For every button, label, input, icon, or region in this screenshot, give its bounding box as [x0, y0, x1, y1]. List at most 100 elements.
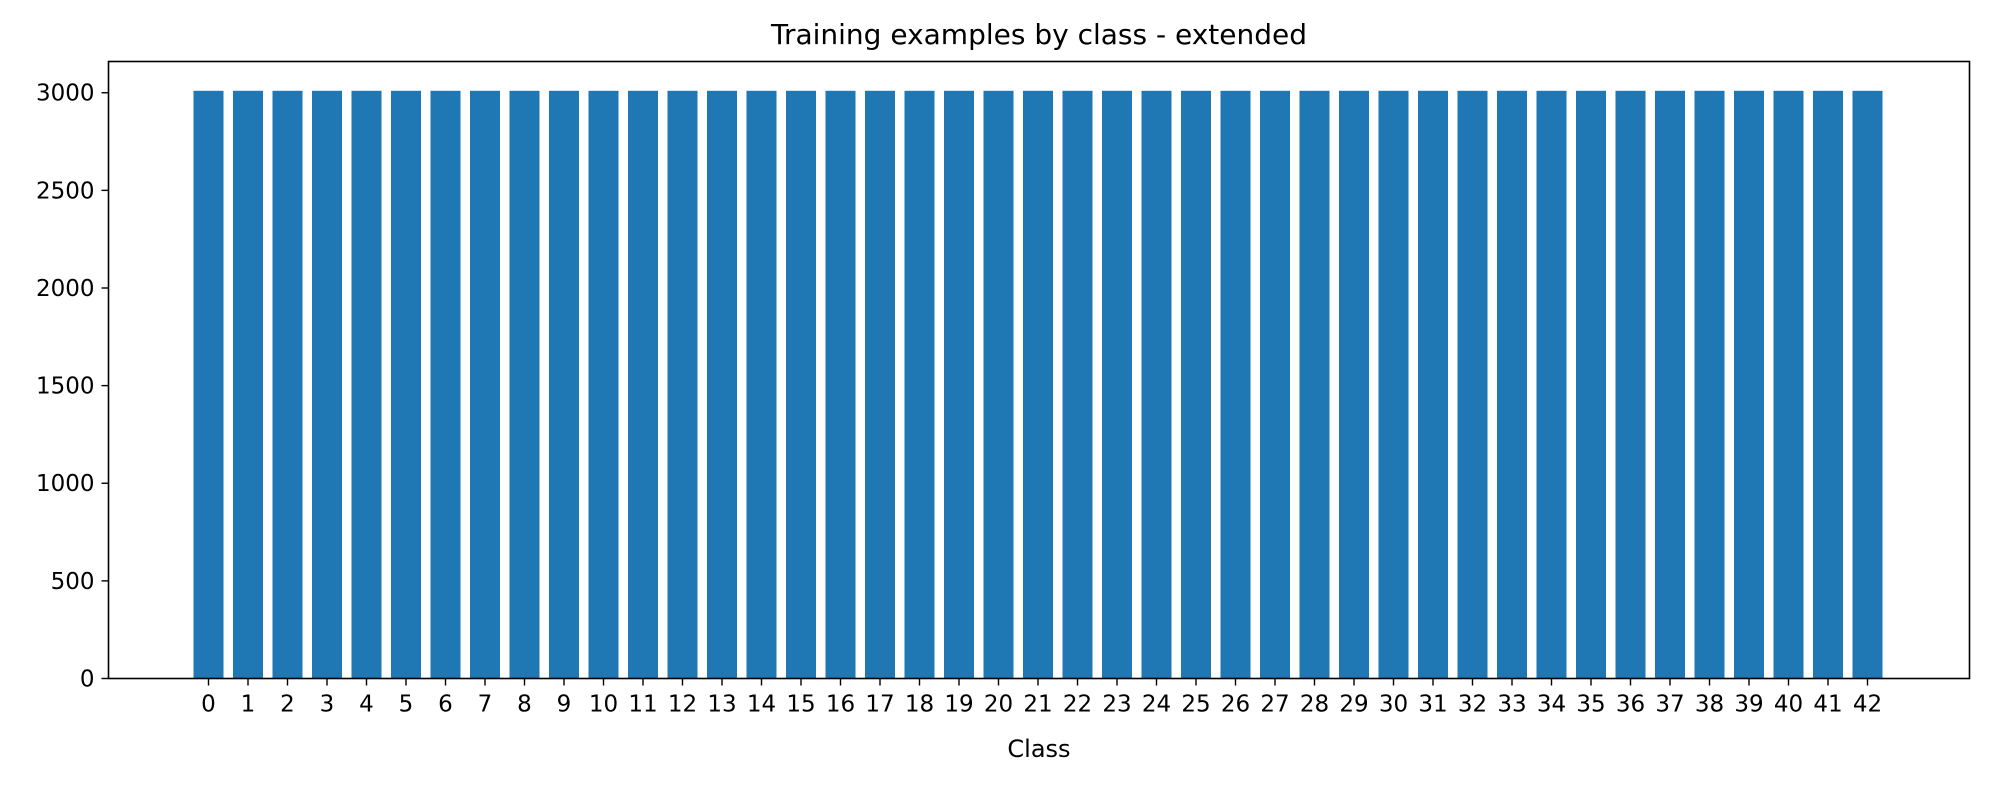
- x-tick-label: 30: [1379, 692, 1408, 718]
- bar-class-35: [1576, 90, 1606, 679]
- x-tick-label: 33: [1497, 692, 1526, 718]
- x-tick-label: 22: [1063, 692, 1092, 718]
- bar-class-9: [549, 90, 579, 679]
- y-tick-label: 0: [80, 667, 95, 693]
- x-tick-label: 16: [826, 692, 855, 718]
- bar-class-0: [193, 90, 224, 679]
- x-tick-label: 14: [747, 692, 776, 718]
- y-tick-label: 2000: [36, 276, 95, 302]
- bar-class-34: [1536, 90, 1567, 679]
- bar-class-15: [786, 90, 816, 679]
- x-tick-label: 21: [1023, 692, 1052, 718]
- x-tick-label: 36: [1616, 692, 1645, 718]
- x-tick-label: 2: [280, 692, 295, 718]
- bar-class-19: [944, 90, 974, 679]
- plot-frame: [107, 60, 1971, 680]
- bar-class-30: [1378, 90, 1409, 679]
- bar-class-31: [1418, 90, 1448, 679]
- x-tick-label: 31: [1418, 692, 1447, 718]
- bar-class-3: [312, 90, 342, 679]
- y-tick-label: 1000: [36, 471, 95, 497]
- x-tick-label: 20: [984, 692, 1013, 718]
- y-tick-label: 2500: [36, 178, 95, 204]
- x-tick-label: 7: [478, 692, 493, 718]
- bars-group: [193, 90, 1883, 679]
- y-tick-label: 500: [51, 569, 95, 595]
- y-tick-label: 1500: [36, 374, 95, 400]
- bar-class-6: [430, 90, 461, 679]
- x-tick-label: 3: [320, 692, 335, 718]
- bar-class-27: [1260, 90, 1290, 679]
- bar-class-4: [351, 90, 382, 679]
- bar-class-42: [1852, 90, 1883, 679]
- x-axis-ticks: 0 1 2 3 4 5 6 7 8 9 10 11 12 13 14 15 16 17 18 19 20 21 22 23 24…: [201, 678, 1882, 718]
- x-tick-label: 34: [1537, 692, 1566, 718]
- bar-class-8: [509, 90, 540, 679]
- bar-class-40: [1773, 90, 1804, 679]
- x-tick-label: 38: [1695, 692, 1724, 718]
- x-tick-label: 15: [786, 692, 815, 718]
- x-tick-label: 12: [668, 692, 697, 718]
- chart-title: Training examples by class - extended: [770, 18, 1307, 51]
- bar-class-10: [588, 90, 619, 679]
- bar-class-41: [1813, 90, 1843, 679]
- x-tick-label: 37: [1655, 692, 1684, 718]
- bar-class-37: [1655, 90, 1685, 679]
- bar-class-12: [667, 90, 698, 679]
- bar-class-28: [1299, 90, 1330, 679]
- x-tick-label: 25: [1181, 692, 1210, 718]
- x-tick-label: 10: [589, 692, 618, 718]
- bar-class-36: [1615, 90, 1646, 679]
- bar-class-29: [1339, 90, 1369, 679]
- x-tick-label: 6: [438, 692, 453, 718]
- x-tick-label: 42: [1853, 692, 1882, 718]
- bar-class-7: [470, 90, 500, 679]
- x-tick-label: 26: [1221, 692, 1250, 718]
- bar-class-1: [233, 90, 263, 679]
- bar-class-18: [904, 90, 935, 679]
- x-tick-label: 8: [517, 692, 532, 718]
- x-tick-label: 32: [1458, 692, 1487, 718]
- x-tick-label: 41: [1813, 692, 1842, 718]
- bar-class-25: [1181, 90, 1211, 679]
- bar-class-17: [865, 90, 895, 679]
- x-tick-label: 18: [905, 692, 934, 718]
- y-tick-label: 3000: [36, 81, 95, 107]
- x-tick-label: 5: [399, 692, 414, 718]
- x-tick-label: 19: [944, 692, 973, 718]
- bar-class-2: [272, 90, 303, 679]
- bar-class-16: [825, 90, 856, 679]
- x-tick-label: 24: [1142, 692, 1171, 718]
- bar-class-14: [746, 90, 777, 679]
- x-tick-label: 28: [1300, 692, 1329, 718]
- x-tick-label: 17: [865, 692, 894, 718]
- x-tick-label: 4: [359, 692, 374, 718]
- x-tick-label: 1: [241, 692, 256, 718]
- x-tick-label: 35: [1576, 692, 1605, 718]
- bar-class-11: [628, 90, 658, 679]
- x-tick-label: 9: [557, 692, 572, 718]
- y-axis-ticks: 0 500 1000 1500 2000 2500 3000: [36, 81, 109, 693]
- bar-class-20: [983, 90, 1014, 679]
- x-tick-label: 0: [201, 692, 216, 718]
- bar-class-23: [1102, 90, 1132, 679]
- bar-class-32: [1457, 90, 1488, 679]
- x-tick-label: 27: [1260, 692, 1289, 718]
- x-tick-label: 39: [1734, 692, 1763, 718]
- x-tick-label: 40: [1774, 692, 1803, 718]
- bar-class-13: [707, 90, 737, 679]
- bar-class-38: [1694, 90, 1725, 679]
- x-tick-label: 11: [628, 692, 657, 718]
- bar-class-39: [1734, 90, 1764, 679]
- x-tick-label: 29: [1339, 692, 1368, 718]
- bar-class-21: [1023, 90, 1053, 679]
- bar-class-5: [391, 90, 421, 679]
- bar-class-22: [1062, 90, 1093, 679]
- bar-class-33: [1497, 90, 1527, 679]
- bar-class-24: [1141, 90, 1172, 679]
- x-axis-label: Class: [1007, 735, 1070, 763]
- x-tick-label: 13: [707, 692, 736, 718]
- x-tick-label: 23: [1102, 692, 1131, 718]
